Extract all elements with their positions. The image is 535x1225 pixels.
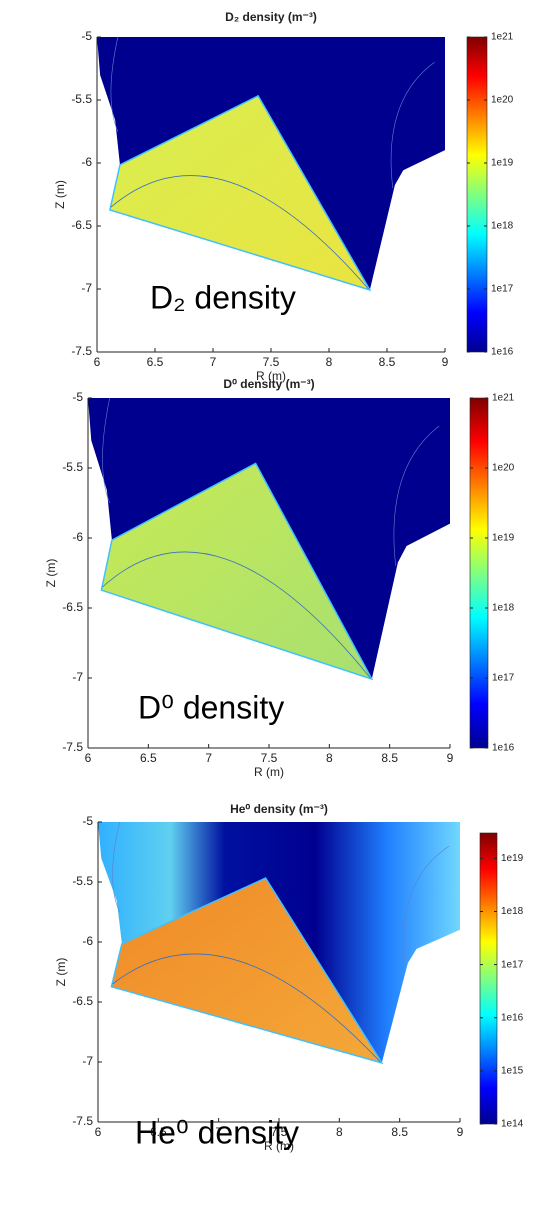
x-tick-label: 6 [94, 355, 101, 369]
separatrix [112, 953, 381, 1063]
colorbar-tick-label: 1e15 [501, 1066, 524, 1077]
x-tick-label: 9 [442, 355, 449, 369]
y-tick-label: -7.5 [71, 344, 92, 358]
annotation: He⁰ density [135, 1114, 299, 1150]
y-tick-label: -7.5 [72, 1114, 93, 1128]
x-axis-label: R (m) [256, 369, 286, 383]
colorbar-tick-label: 1e16 [491, 347, 514, 358]
x-tick-label: 8.5 [379, 355, 396, 369]
x-axis-label: R (m) [254, 765, 284, 779]
divertor-region [108, 94, 372, 292]
colorbar-tick-label: 1e17 [501, 959, 524, 970]
x-tick-label: 6.5 [140, 751, 157, 765]
annotation: D⁰ density [138, 689, 284, 725]
x-tick-label: 8.5 [381, 751, 398, 765]
y-tick-label: -6.5 [72, 994, 93, 1008]
y-tick-label: -6 [81, 155, 92, 169]
x-tick-label: 7.5 [261, 751, 278, 765]
chart-title: D⁰ density (m⁻³) [223, 377, 314, 391]
x-tick-label: 7 [205, 751, 212, 765]
colorbar-tick-label: 1e17 [492, 673, 515, 684]
colorbar-tick-label: 1e19 [492, 533, 515, 544]
x-tick-label: 9 [457, 1125, 464, 1139]
annotation: D₂ density [150, 279, 296, 315]
y-tick-label: -7 [82, 1054, 93, 1068]
colorbar [479, 832, 498, 1125]
y-axis-label: Z (m) [53, 180, 67, 209]
x-axis-label: R (m) [264, 1139, 294, 1153]
y-tick-label: -6 [72, 530, 83, 544]
colorbar-tick-label: 1e14 [501, 1119, 524, 1130]
colorbar-tick-label: 1e16 [501, 1012, 524, 1023]
x-tick-label: 8 [326, 355, 333, 369]
colorbar-tick-label: 1e19 [491, 158, 514, 169]
wall-curve [102, 397, 440, 567]
colorbar-tick-label: 1e18 [501, 906, 524, 917]
x-tick-label: 7.5 [263, 355, 280, 369]
y-tick-label: -6.5 [62, 600, 83, 614]
x-tick-label: 6 [95, 1125, 102, 1139]
y-tick-label: -5.5 [62, 460, 83, 474]
x-tick-label: 8.5 [391, 1125, 408, 1139]
y-tick-label: -7 [81, 281, 92, 295]
chart-title: He⁰ density (m⁻³) [230, 802, 328, 816]
wall-curve [112, 821, 450, 967]
colorbar-tick-label: 1e16 [492, 743, 515, 754]
blue-region [97, 37, 445, 290]
y-axis-label: Z (m) [44, 559, 58, 588]
colorbar [469, 397, 489, 749]
colorbar-tick-label: 1e20 [491, 95, 514, 106]
colorbar-tick-label: 1e18 [492, 603, 515, 614]
blue-region [98, 822, 460, 1063]
colorbar [466, 36, 488, 353]
x-tick-label: 7 [210, 355, 217, 369]
x-tick-label: 7 [215, 1125, 222, 1139]
x-tick-label: 6 [85, 751, 92, 765]
x-tick-label: 7.5 [271, 1125, 288, 1139]
y-tick-label: -6.5 [71, 218, 92, 232]
colorbar-tick-label: 1e21 [491, 32, 514, 43]
separatrix [102, 551, 371, 679]
blue-region [88, 398, 450, 680]
separatrix [110, 175, 369, 290]
y-tick-label: -7 [72, 670, 83, 684]
x-tick-label: 8 [326, 751, 333, 765]
colorbar-tick-label: 1e18 [491, 221, 514, 232]
colorbar-tick-label: 1e20 [492, 463, 515, 474]
colorbar-tick-label: 1e21 [492, 393, 515, 404]
x-tick-label: 6.5 [150, 1125, 167, 1139]
colorbar-tick-label: 1e17 [491, 284, 514, 295]
chart-title: D₂ density (m⁻³) [225, 10, 317, 24]
x-tick-label: 6.5 [147, 355, 164, 369]
colorbar-tick-label: 1e19 [501, 853, 524, 864]
y-tick-label: -6 [82, 934, 93, 948]
y-tick-label: -7.5 [62, 740, 83, 754]
y-tick-label: -5 [72, 390, 83, 404]
y-tick-label: -5 [82, 814, 93, 828]
x-tick-label: 9 [447, 751, 454, 765]
y-tick-label: -5 [81, 29, 92, 43]
y-tick-label: -5.5 [72, 874, 93, 888]
wall-curve [110, 36, 435, 189]
y-axis-label: Z (m) [54, 958, 68, 987]
divertor-region [100, 462, 374, 681]
y-tick-label: -5.5 [71, 92, 92, 106]
divertor-region [110, 877, 384, 1065]
x-tick-label: 8 [336, 1125, 343, 1139]
